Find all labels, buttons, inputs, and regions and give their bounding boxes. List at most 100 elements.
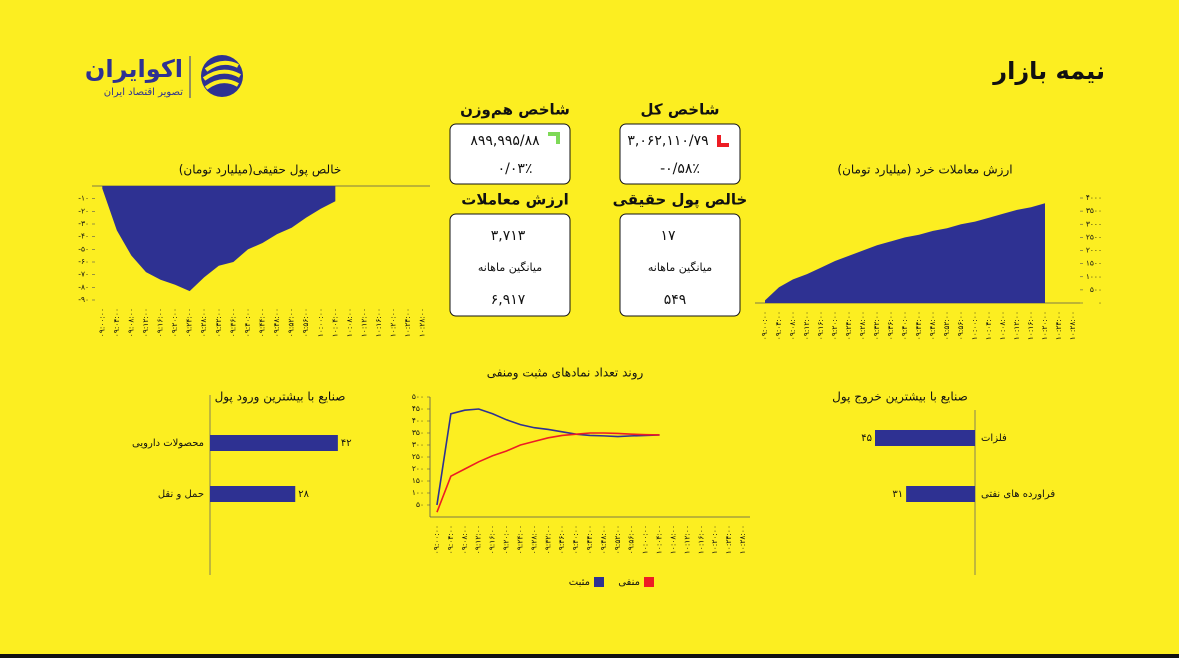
x-tick-label: ۰۹:۱۲:۰۰ — [141, 308, 150, 337]
legend-label: منفی — [618, 577, 640, 588]
kpi-box — [449, 123, 571, 185]
x-tick-label: ۱۰:۲۸:۰۰ — [738, 525, 747, 554]
x-tick-label: ۱۰:۱۶:۰۰ — [1026, 311, 1035, 340]
value-label: ۳۱ — [892, 489, 903, 500]
brand-tagline: تصویر اقتصاد ایران — [104, 87, 183, 98]
bar — [210, 486, 296, 502]
x-tick-label: ۰۹:۱۲:۰۰ — [802, 311, 811, 340]
x-tick-label: ۰۹:۲۸:۰۰ — [529, 525, 538, 554]
area — [765, 203, 1045, 303]
y-tick-label: ۲۰۰۰ — [1086, 246, 1102, 255]
x-tick-label: ۰۹:۴۸:۰۰ — [599, 525, 608, 554]
bottom-strip — [0, 654, 1179, 658]
kpi-box — [619, 213, 741, 317]
kpi-value: ۸۹۹,۹۹۵/۸۸ — [470, 133, 540, 149]
kpi-box — [449, 213, 571, 317]
x-tick-label: ۰۹:۱۲:۰۰ — [474, 525, 483, 554]
x-tick-label: ۰۹:۱۶:۰۰ — [488, 525, 497, 554]
x-tick-label: ۱۰:۱۲:۰۰ — [682, 525, 691, 554]
y-tick-label: -۳۰ — [78, 219, 89, 228]
x-tick-label: ۱۰:۰۸:۰۰ — [668, 525, 677, 554]
y-tick-label: ۲۵۰۰ — [1086, 232, 1102, 241]
y-tick-label: ۵۰۰ — [1090, 285, 1102, 294]
x-tick-label: ۰۹:۰۸:۰۰ — [788, 311, 797, 340]
x-tick-label: ۰۹:۰۰:۰۰ — [97, 308, 106, 337]
x-tick-label: ۱۰:۰۸:۰۰ — [998, 311, 1007, 340]
y-tick-label: -۵۰ — [78, 244, 89, 253]
x-tick-label: ۱۰:۲۸:۰۰ — [1068, 311, 1077, 340]
y-tick-label: -۴۰ — [78, 232, 89, 241]
x-tick-label: ۱۰:۱۶:۰۰ — [696, 525, 705, 554]
x-tick-label: ۰۹:۳۶:۰۰ — [886, 311, 895, 340]
x-tick-label: ۰۹:۴۴:۰۰ — [914, 311, 923, 340]
x-tick-label: ۰۹:۳۲:۰۰ — [214, 308, 223, 337]
x-tick-label: ۰۹:۰۸:۰۰ — [126, 308, 135, 337]
logo-stripes — [202, 60, 241, 90]
bar — [875, 430, 975, 446]
y-tick-label: ۱۵۰۰ — [1086, 259, 1102, 268]
x-tick-label: ۰۹:۲۸:۰۰ — [199, 308, 208, 337]
x-tick-label: ۱۰:۰۴:۰۰ — [984, 311, 993, 340]
brand-name: اکوایران — [85, 55, 183, 83]
x-tick-label: ۰۹:۳۲:۰۰ — [543, 525, 552, 554]
kpi-title: شاخص کل — [641, 101, 720, 119]
x-tick-label: ۱۰:۰۸:۰۰ — [345, 308, 354, 337]
y-tick-label: -۸۰ — [78, 282, 89, 291]
y-tick-label: ۳۰۰ — [412, 440, 424, 449]
y-tick-label: ۰ — [1098, 298, 1102, 307]
chart-title: صنایع با بیشترین ورود پول — [215, 390, 346, 405]
x-tick-label: ۰۹:۲۰:۰۰ — [502, 525, 511, 554]
x-tick-label: ۰۹:۰۴:۰۰ — [112, 308, 121, 337]
category-label: حمل و نقل — [158, 489, 204, 500]
category-label: محصولات دارویی — [132, 438, 204, 449]
y-tick-label: ۲۵۰ — [412, 452, 424, 461]
x-tick-label: ۰۹:۲۸:۰۰ — [858, 311, 867, 340]
y-tick-label: ۵۰۰ — [412, 392, 424, 401]
x-tick-label: ۰۹:۰۰:۰۰ — [760, 311, 769, 340]
x-tick-label: ۱۰:۱۶:۰۰ — [374, 308, 383, 337]
page-title: نیمه بازار — [992, 57, 1105, 85]
x-tick-label: ۰۹:۳۶:۰۰ — [557, 525, 566, 554]
kpi-value: ۳,۷۱۳ — [491, 228, 526, 244]
x-tick-label: ۱۰:۲۰:۰۰ — [1040, 311, 1049, 340]
kpi-arrow — [548, 132, 560, 144]
x-tick-label: ۰۹:۴۰:۰۰ — [243, 308, 252, 337]
x-tick-label: ۱۰:۲۰:۰۰ — [710, 525, 719, 554]
x-tick-label: ۰۹:۲۰:۰۰ — [170, 308, 179, 337]
y-tick-label: -۹۰ — [78, 295, 89, 304]
x-tick-label: ۰۹:۴۰:۰۰ — [900, 311, 909, 340]
bar — [210, 435, 338, 451]
x-tick-label: ۰۹:۵۶:۰۰ — [301, 308, 310, 337]
kpi-title: شاخص هم‌وزن — [460, 101, 570, 119]
x-tick-label: ۱۰:۲۰:۰۰ — [389, 308, 398, 337]
y-tick-label: -۲۰ — [78, 206, 89, 215]
x-tick-label: ۱۰:۲۴:۰۰ — [403, 308, 412, 337]
y-tick-label: ۵۰ — [416, 500, 424, 509]
series-line — [436, 432, 660, 513]
kpi-box — [619, 123, 741, 185]
y-tick-label: ۴۵۰ — [412, 404, 424, 413]
chart-title: صنایع با بیشترین خروج پول — [832, 390, 968, 405]
kpi-title: ارزش معاملات — [461, 191, 568, 209]
bar — [906, 486, 975, 502]
x-tick-label: ۰۹:۵۲:۰۰ — [942, 311, 951, 340]
x-tick-label: ۱۰:۰۰:۰۰ — [970, 311, 979, 340]
x-tick-label: ۰۹:۴۴:۰۰ — [258, 308, 267, 337]
y-tick-label: ۱۰۰ — [412, 488, 424, 497]
x-tick-label: ۱۰:۱۲:۰۰ — [1012, 311, 1021, 340]
x-tick-label: ۱۰:۲۴:۰۰ — [724, 525, 733, 554]
legend-swatch — [594, 577, 604, 587]
x-tick-label: ۰۹:۴۸:۰۰ — [272, 308, 281, 337]
x-tick-label: ۰۹:۵۶:۰۰ — [627, 525, 636, 554]
x-tick-label: ۰۹:۴۸:۰۰ — [928, 311, 937, 340]
x-tick-label: ۱۰:۰۴:۰۰ — [655, 525, 664, 554]
x-tick-label: ۰۹:۱۶:۰۰ — [156, 308, 165, 337]
y-tick-label: -۱۰ — [78, 194, 89, 203]
value-label: ۴۵ — [861, 433, 872, 444]
x-tick-label: ۰۹:۲۴:۰۰ — [185, 308, 194, 337]
x-tick-label: ۱۰:۰۰:۰۰ — [316, 308, 325, 337]
x-tick-label: ۰۹:۵۲:۰۰ — [287, 308, 296, 337]
series-line — [436, 408, 660, 506]
